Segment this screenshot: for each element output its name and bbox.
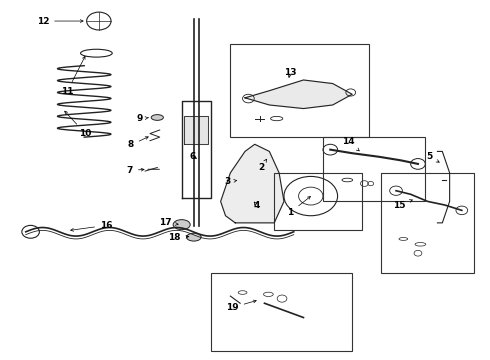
- Text: 17: 17: [159, 219, 178, 228]
- Text: 5: 5: [426, 152, 439, 162]
- Ellipse shape: [151, 114, 163, 120]
- Text: 4: 4: [253, 201, 260, 210]
- Text: 1: 1: [288, 197, 311, 217]
- Text: 10: 10: [65, 111, 92, 138]
- Ellipse shape: [187, 233, 201, 241]
- Text: 2: 2: [258, 159, 267, 172]
- Text: 11: 11: [61, 57, 85, 96]
- Text: 6: 6: [189, 152, 196, 161]
- Bar: [274, 173, 362, 230]
- Text: 7: 7: [126, 166, 144, 175]
- Text: 14: 14: [342, 137, 359, 151]
- Bar: [230, 44, 369, 137]
- Polygon shape: [220, 144, 284, 223]
- Bar: [323, 137, 425, 202]
- Bar: [211, 273, 352, 351]
- Text: 19: 19: [226, 300, 256, 312]
- Bar: [381, 173, 474, 273]
- Text: 13: 13: [284, 68, 296, 77]
- Text: 15: 15: [393, 200, 413, 210]
- Polygon shape: [184, 116, 208, 144]
- Text: 8: 8: [128, 137, 148, 149]
- Ellipse shape: [173, 220, 190, 230]
- Text: 9: 9: [136, 114, 148, 123]
- Text: 3: 3: [224, 177, 237, 186]
- Text: 18: 18: [168, 233, 189, 242]
- Polygon shape: [245, 80, 352, 109]
- Text: 12: 12: [37, 17, 83, 26]
- Text: 16: 16: [71, 221, 113, 231]
